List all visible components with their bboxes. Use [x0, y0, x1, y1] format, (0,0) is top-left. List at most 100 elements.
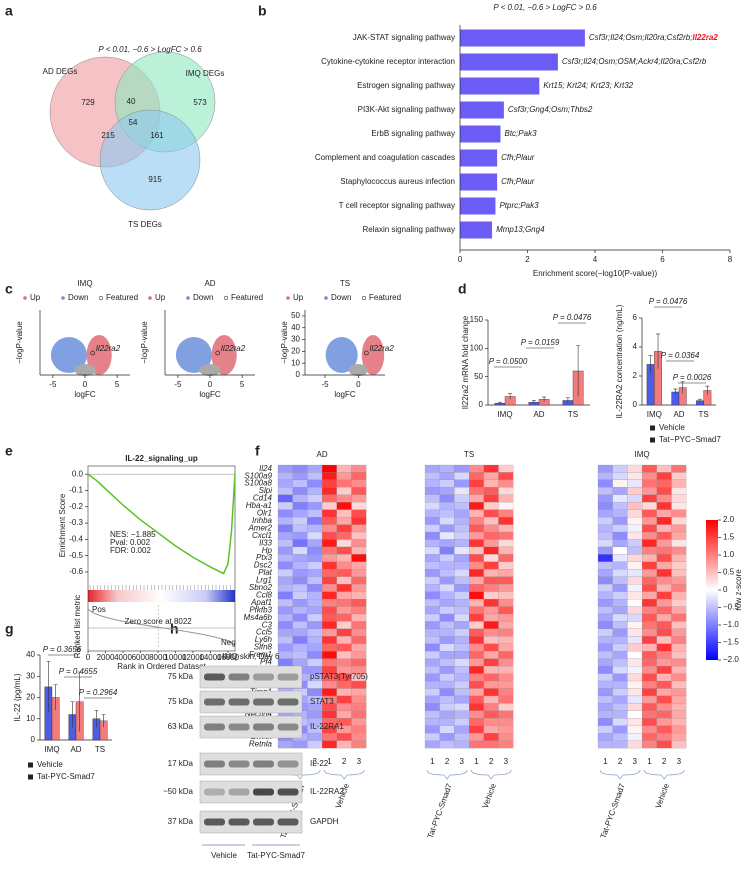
heat-cell — [498, 606, 514, 615]
y-axis-label: IL-22 (pg/mL) — [13, 673, 22, 721]
blot-band — [204, 760, 225, 768]
heat-cell — [483, 554, 499, 562]
heat-cell — [292, 576, 308, 585]
chart-title: IL-22_signaling_up — [125, 454, 198, 463]
heat-cell — [627, 531, 643, 540]
heat-cell — [424, 710, 440, 719]
heat-cell — [351, 613, 367, 622]
heat-cell — [454, 628, 470, 637]
heat-cell — [641, 725, 657, 734]
gene-list-text: Krt15; Krt24; Krt23; Krt32 — [543, 81, 633, 90]
heat-cell — [671, 658, 687, 667]
error-bar — [94, 709, 99, 728]
blot-band — [277, 673, 299, 681]
heat-cell — [469, 636, 484, 644]
heat-cell — [439, 472, 455, 481]
heat-cell — [336, 621, 352, 630]
heat-cell — [351, 651, 367, 659]
protein-label: pSTAT3(Tyr705) — [310, 672, 368, 681]
heat-cell — [454, 598, 470, 607]
heat-cell — [671, 725, 687, 734]
size-label: 17 kDa — [168, 759, 194, 768]
heat-cell — [641, 643, 657, 652]
heat-cell — [424, 658, 440, 667]
y-tick-label: 40 — [26, 650, 35, 659]
gene-label: C3 — [262, 620, 273, 629]
heat-cell — [469, 680, 484, 689]
heat-cell — [424, 479, 440, 488]
heat-cell — [656, 666, 672, 674]
heat-cell — [641, 688, 657, 697]
heat-cell — [656, 472, 672, 481]
error-bar — [497, 401, 502, 405]
heat-cell — [612, 539, 628, 548]
heat-cell — [656, 695, 672, 704]
replicate-label: 1 — [647, 757, 652, 766]
heat-cell — [627, 666, 643, 674]
heat-cell — [292, 658, 308, 667]
heat-cell — [469, 472, 484, 481]
legend-label: Up — [155, 293, 166, 302]
heat-cell — [351, 509, 367, 518]
heat-cell — [671, 740, 687, 749]
gene-list: Csf3r;Gng4;Osm;Thbs2 — [508, 105, 593, 114]
heat-cell — [454, 643, 470, 652]
heat-cell — [439, 524, 455, 533]
heat-cell — [336, 584, 352, 592]
blot-background — [199, 780, 303, 804]
heat-cell — [439, 584, 455, 592]
gene-label: Sbno2 — [249, 583, 273, 592]
heat-cell — [498, 621, 514, 630]
heat-cell — [351, 703, 367, 711]
heat-cell — [483, 606, 499, 615]
heat-cell — [351, 628, 367, 637]
heat-cell — [322, 613, 337, 622]
heat-cell — [671, 606, 687, 615]
heat-cell — [641, 509, 657, 518]
x-tick-label: 2000 — [97, 653, 115, 662]
heat-cell — [454, 546, 470, 555]
heat-cell — [469, 584, 484, 592]
heat-cell — [322, 680, 337, 689]
error-bar — [53, 684, 58, 711]
heat-cell — [597, 546, 613, 555]
heat-cell — [483, 636, 499, 644]
heat-cell — [483, 628, 499, 637]
heat-cell — [439, 606, 455, 615]
venn-count: 915 — [148, 175, 162, 184]
heat-cell — [351, 524, 367, 533]
heat-cell — [292, 487, 308, 495]
heat-cell — [439, 658, 455, 667]
heat-cell — [351, 472, 367, 481]
x-tick-label: IMQ — [497, 410, 512, 419]
x-tick-label: 0 — [356, 380, 361, 389]
heat-cell — [439, 673, 455, 682]
heat-cell — [483, 643, 499, 652]
gene-list: Csf3r;Il24;Osm;Il20ra;Csf2rb;Il22ra2 — [589, 33, 719, 42]
heat-cell — [439, 695, 455, 704]
heat-cell — [336, 695, 352, 704]
plot-title: TS — [340, 279, 350, 288]
heat-cell — [336, 628, 352, 637]
heat-cell — [498, 643, 514, 652]
heat-cell — [322, 487, 337, 495]
heat-cell — [292, 546, 308, 555]
colorbar-tick-label: −0.5 — [723, 603, 739, 612]
gene-list: Cfh;Plaur — [501, 153, 535, 162]
heat-cell — [469, 479, 484, 488]
heat-cell — [277, 613, 293, 622]
colorbar-tick-label: 1.0 — [723, 550, 735, 559]
heat-cell — [424, 546, 440, 555]
heat-cell — [483, 479, 499, 488]
heat-cell — [597, 628, 613, 637]
heat-cell — [439, 569, 455, 577]
y-tick-label: 0 — [296, 370, 301, 379]
heat-cell — [469, 591, 484, 600]
heat-cell — [597, 524, 613, 533]
heat-cell — [454, 494, 470, 503]
heat-cell — [439, 680, 455, 689]
group-title: TS — [464, 450, 474, 459]
heat-cell — [656, 733, 672, 741]
protein-label: IL-22RA2 — [310, 787, 344, 796]
heat-cell — [671, 546, 687, 555]
